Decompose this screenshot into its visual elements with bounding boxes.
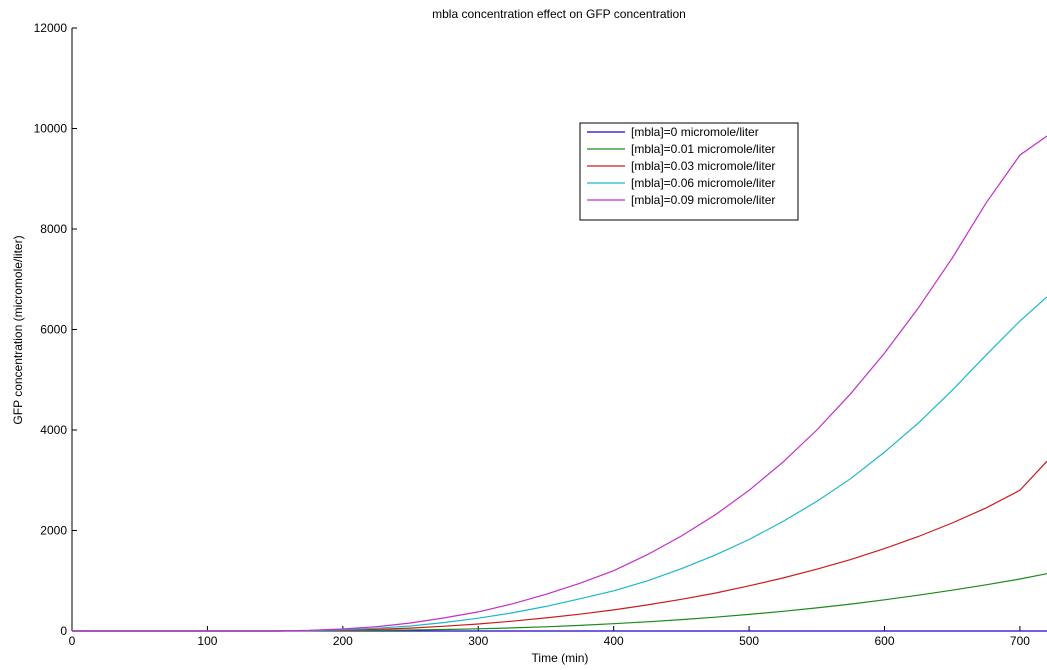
y-tick-label: 2000: [40, 524, 67, 538]
y-tick-label: 4000: [40, 423, 67, 437]
y-tick-label: 10000: [34, 122, 68, 136]
chart-title: mbla concentration effect on GFP concent…: [432, 7, 686, 21]
x-tick-label: 100: [197, 634, 217, 648]
y-tick-label: 0: [60, 624, 67, 638]
x-tick-label: 500: [739, 634, 759, 648]
x-tick-label: 0: [69, 634, 76, 648]
series-lines: [72, 135, 1047, 632]
y-tick-label: 12000: [34, 21, 68, 35]
series-line-1: [72, 573, 1047, 632]
series-line-3: [72, 296, 1047, 632]
x-tick-label: 600: [874, 634, 894, 648]
y-tick-label: 8000: [40, 222, 67, 236]
x-tick-label: 200: [333, 634, 353, 648]
x-tick-label: 400: [604, 634, 624, 648]
legend-label-0: [mbla]=0 micromole/liter: [631, 125, 759, 139]
legend: [mbla]=0 micromole/liter [mbla]=0.01 micr…: [579, 122, 799, 221]
y-axis-title: GFP concentration (micromole/liter): [11, 235, 25, 424]
x-tick-label: 300: [468, 634, 488, 648]
legend-label-3: [mbla]=0.06 micromole/liter: [631, 176, 775, 190]
x-tick-label: 700: [1010, 634, 1030, 648]
legend-label-2: [mbla]=0.03 micromole/liter: [631, 159, 775, 173]
x-axis-title: Time (min): [532, 651, 589, 665]
y-tick-label: 6000: [40, 323, 67, 337]
legend-box: [579, 122, 799, 221]
series-line-4: [72, 135, 1047, 632]
axis-ticks: 0 100 200 300 400 500 600 700 0 2000 4000 6000 8000 1…: [34, 21, 1031, 648]
legend-label-4: [mbla]=0.09 micromole/liter: [631, 193, 775, 207]
legend-label-1: [mbla]=0.01 micromole/liter: [631, 142, 775, 156]
series-line-2: [72, 460, 1047, 632]
plot-area: 0 100 200 300 400 500 600 700 0 2000 4000 6000 8000 1…: [34, 21, 1047, 648]
